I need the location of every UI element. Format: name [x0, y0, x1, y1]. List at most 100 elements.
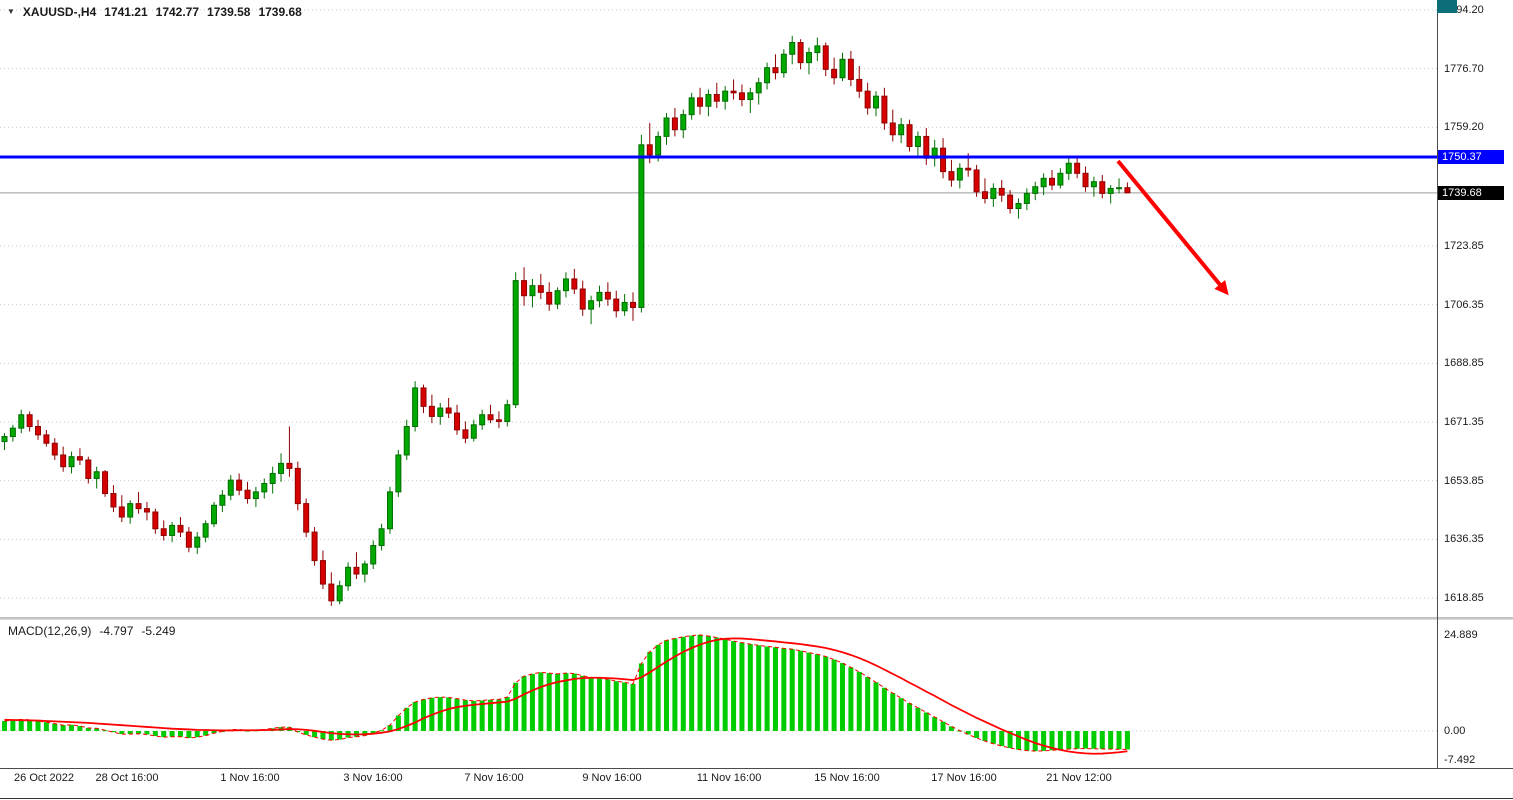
- candle: [655, 135, 662, 156]
- candle: [252, 491, 259, 500]
- candle: [906, 124, 913, 147]
- ohlc-high: 1742.77: [155, 5, 200, 19]
- candle: [102, 471, 109, 495]
- candle: [412, 387, 419, 427]
- macd-bar: [781, 648, 787, 731]
- macd-bar: [563, 673, 569, 731]
- macd-bar: [446, 697, 452, 731]
- macd-bar: [965, 731, 971, 735]
- candle: [521, 280, 528, 297]
- macd-bar: [60, 725, 66, 731]
- candle: [621, 301, 628, 312]
- candle: [881, 95, 888, 124]
- candle: [361, 563, 368, 575]
- candle: [1082, 172, 1089, 188]
- candle: [445, 407, 452, 414]
- candle: [93, 471, 100, 479]
- macd-bar: [462, 700, 468, 731]
- candle: [831, 68, 838, 79]
- macd-bar: [672, 638, 678, 731]
- macd-bar: [596, 678, 602, 731]
- macd-bar: [831, 659, 837, 731]
- time-axis-label: 9 Nov 16:00: [582, 772, 642, 784]
- macd-bar: [923, 712, 929, 731]
- candle: [839, 58, 846, 79]
- chart-shift-marker[interactable]: [1437, 0, 1457, 13]
- macd-bar: [739, 642, 745, 731]
- symbol-dropdown-icon[interactable]: ▼: [7, 7, 15, 16]
- macd-bar: [412, 702, 418, 731]
- macd-bar: [764, 646, 770, 731]
- macd-axis-label: -7.492: [1444, 753, 1476, 766]
- price-axis-label: 1618.85: [1444, 592, 1484, 604]
- macd-bar: [35, 720, 41, 731]
- macd-bar: [605, 679, 611, 731]
- candle: [956, 167, 963, 181]
- candle: [764, 67, 771, 84]
- candle: [211, 504, 217, 525]
- candle: [269, 472, 276, 484]
- macd-bar: [1116, 731, 1122, 750]
- candle: [1116, 187, 1123, 190]
- candle: [738, 92, 745, 101]
- chart-header: ▼ XAUUSD-,H4 1741.21 1742.77 1739.58 173…: [7, 5, 302, 19]
- macd-bar: [437, 697, 443, 731]
- macd-bar: [613, 681, 619, 731]
- price-axis-label: 1759.20: [1444, 121, 1484, 134]
- candle: [797, 42, 804, 64]
- macd-bar: [638, 663, 644, 731]
- time-axis[interactable]: 26 Oct 2022 28 Oct 16:00 1 Nov 16:00 3 Nov …: [0, 772, 1513, 788]
- macd-bar: [622, 682, 628, 731]
- candle: [202, 523, 209, 538]
- macd-bar: [655, 644, 661, 731]
- macd-bar: [647, 651, 653, 731]
- hline-price-marker: 1750.37: [1438, 149, 1504, 164]
- candle: [345, 566, 352, 587]
- macd-bar: [1091, 731, 1097, 749]
- arrow-object[interactable]: [1116, 159, 1229, 296]
- candle: [1057, 172, 1064, 186]
- macd-bar: [664, 640, 670, 731]
- candle: [537, 285, 544, 293]
- candle: [143, 508, 150, 513]
- macd-bar: [194, 731, 200, 738]
- candle: [948, 171, 955, 181]
- candle: [470, 424, 477, 439]
- price-axis-label: 1723.85: [1444, 239, 1484, 252]
- candle: [319, 560, 326, 585]
- macd-bar: [848, 667, 854, 731]
- price-axis-label: 1653.85: [1444, 474, 1484, 487]
- macd-bar: [529, 673, 535, 731]
- macd-bar: [940, 721, 946, 731]
- macd-bar: [546, 673, 552, 731]
- candle: [990, 187, 997, 199]
- candle: [336, 585, 343, 602]
- macd-bar: [152, 731, 158, 737]
- candle: [370, 545, 377, 565]
- macd-bar: [404, 707, 410, 731]
- candle: [940, 147, 947, 173]
- macd-bar: [203, 731, 209, 736]
- candle: [1040, 177, 1047, 188]
- candle: [1032, 186, 1039, 194]
- candle: [487, 414, 494, 421]
- candle: [227, 479, 234, 496]
- macd-bar: [211, 731, 217, 734]
- candle: [328, 583, 335, 602]
- candle: [981, 191, 988, 199]
- candle: [286, 462, 293, 469]
- macd-bar: [1099, 731, 1105, 749]
- candle: [596, 291, 603, 302]
- candle: [1074, 162, 1081, 174]
- macd-bar: [999, 731, 1005, 747]
- macd-bar: [689, 635, 695, 731]
- candle: [588, 300, 595, 310]
- macd-bar: [580, 675, 586, 731]
- macd-bar: [948, 726, 954, 731]
- macd-bar: [77, 725, 83, 731]
- macd-bar: [362, 731, 368, 736]
- time-axis-label: 11 Nov 16:00: [696, 772, 762, 784]
- candle: [688, 97, 695, 116]
